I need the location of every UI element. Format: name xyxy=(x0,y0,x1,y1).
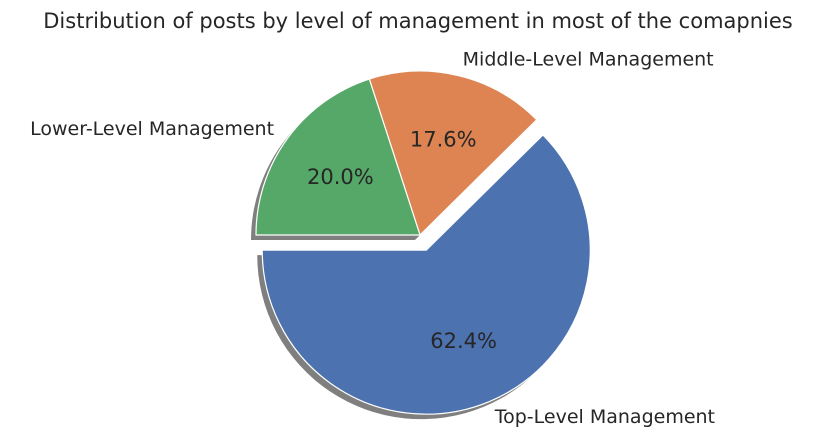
pie-slice-top-level-management xyxy=(261,134,591,415)
pie-label-layer: Top-Level Management 62.4% Middle-Level Ma… xyxy=(30,49,715,428)
slice-percent-lower-level-management: 20.0% xyxy=(307,165,374,189)
slice-percent-top-level-management: 62.4% xyxy=(430,329,497,353)
slice-label-top-level-management: Top-Level Management xyxy=(494,406,715,428)
chart-title: Distribution of posts by level of manage… xyxy=(43,9,792,33)
pie-slice-lower-level-management xyxy=(255,78,421,236)
slice-label-middle-level-management: Middle-Level Management xyxy=(463,49,714,71)
pie-slice-middle-level-management xyxy=(368,70,538,236)
slice-label-lower-level-management: Lower-Level Management xyxy=(30,118,274,140)
slice-percent-middle-level-management: 17.6% xyxy=(410,127,477,151)
pie-slice-layer xyxy=(255,70,591,415)
